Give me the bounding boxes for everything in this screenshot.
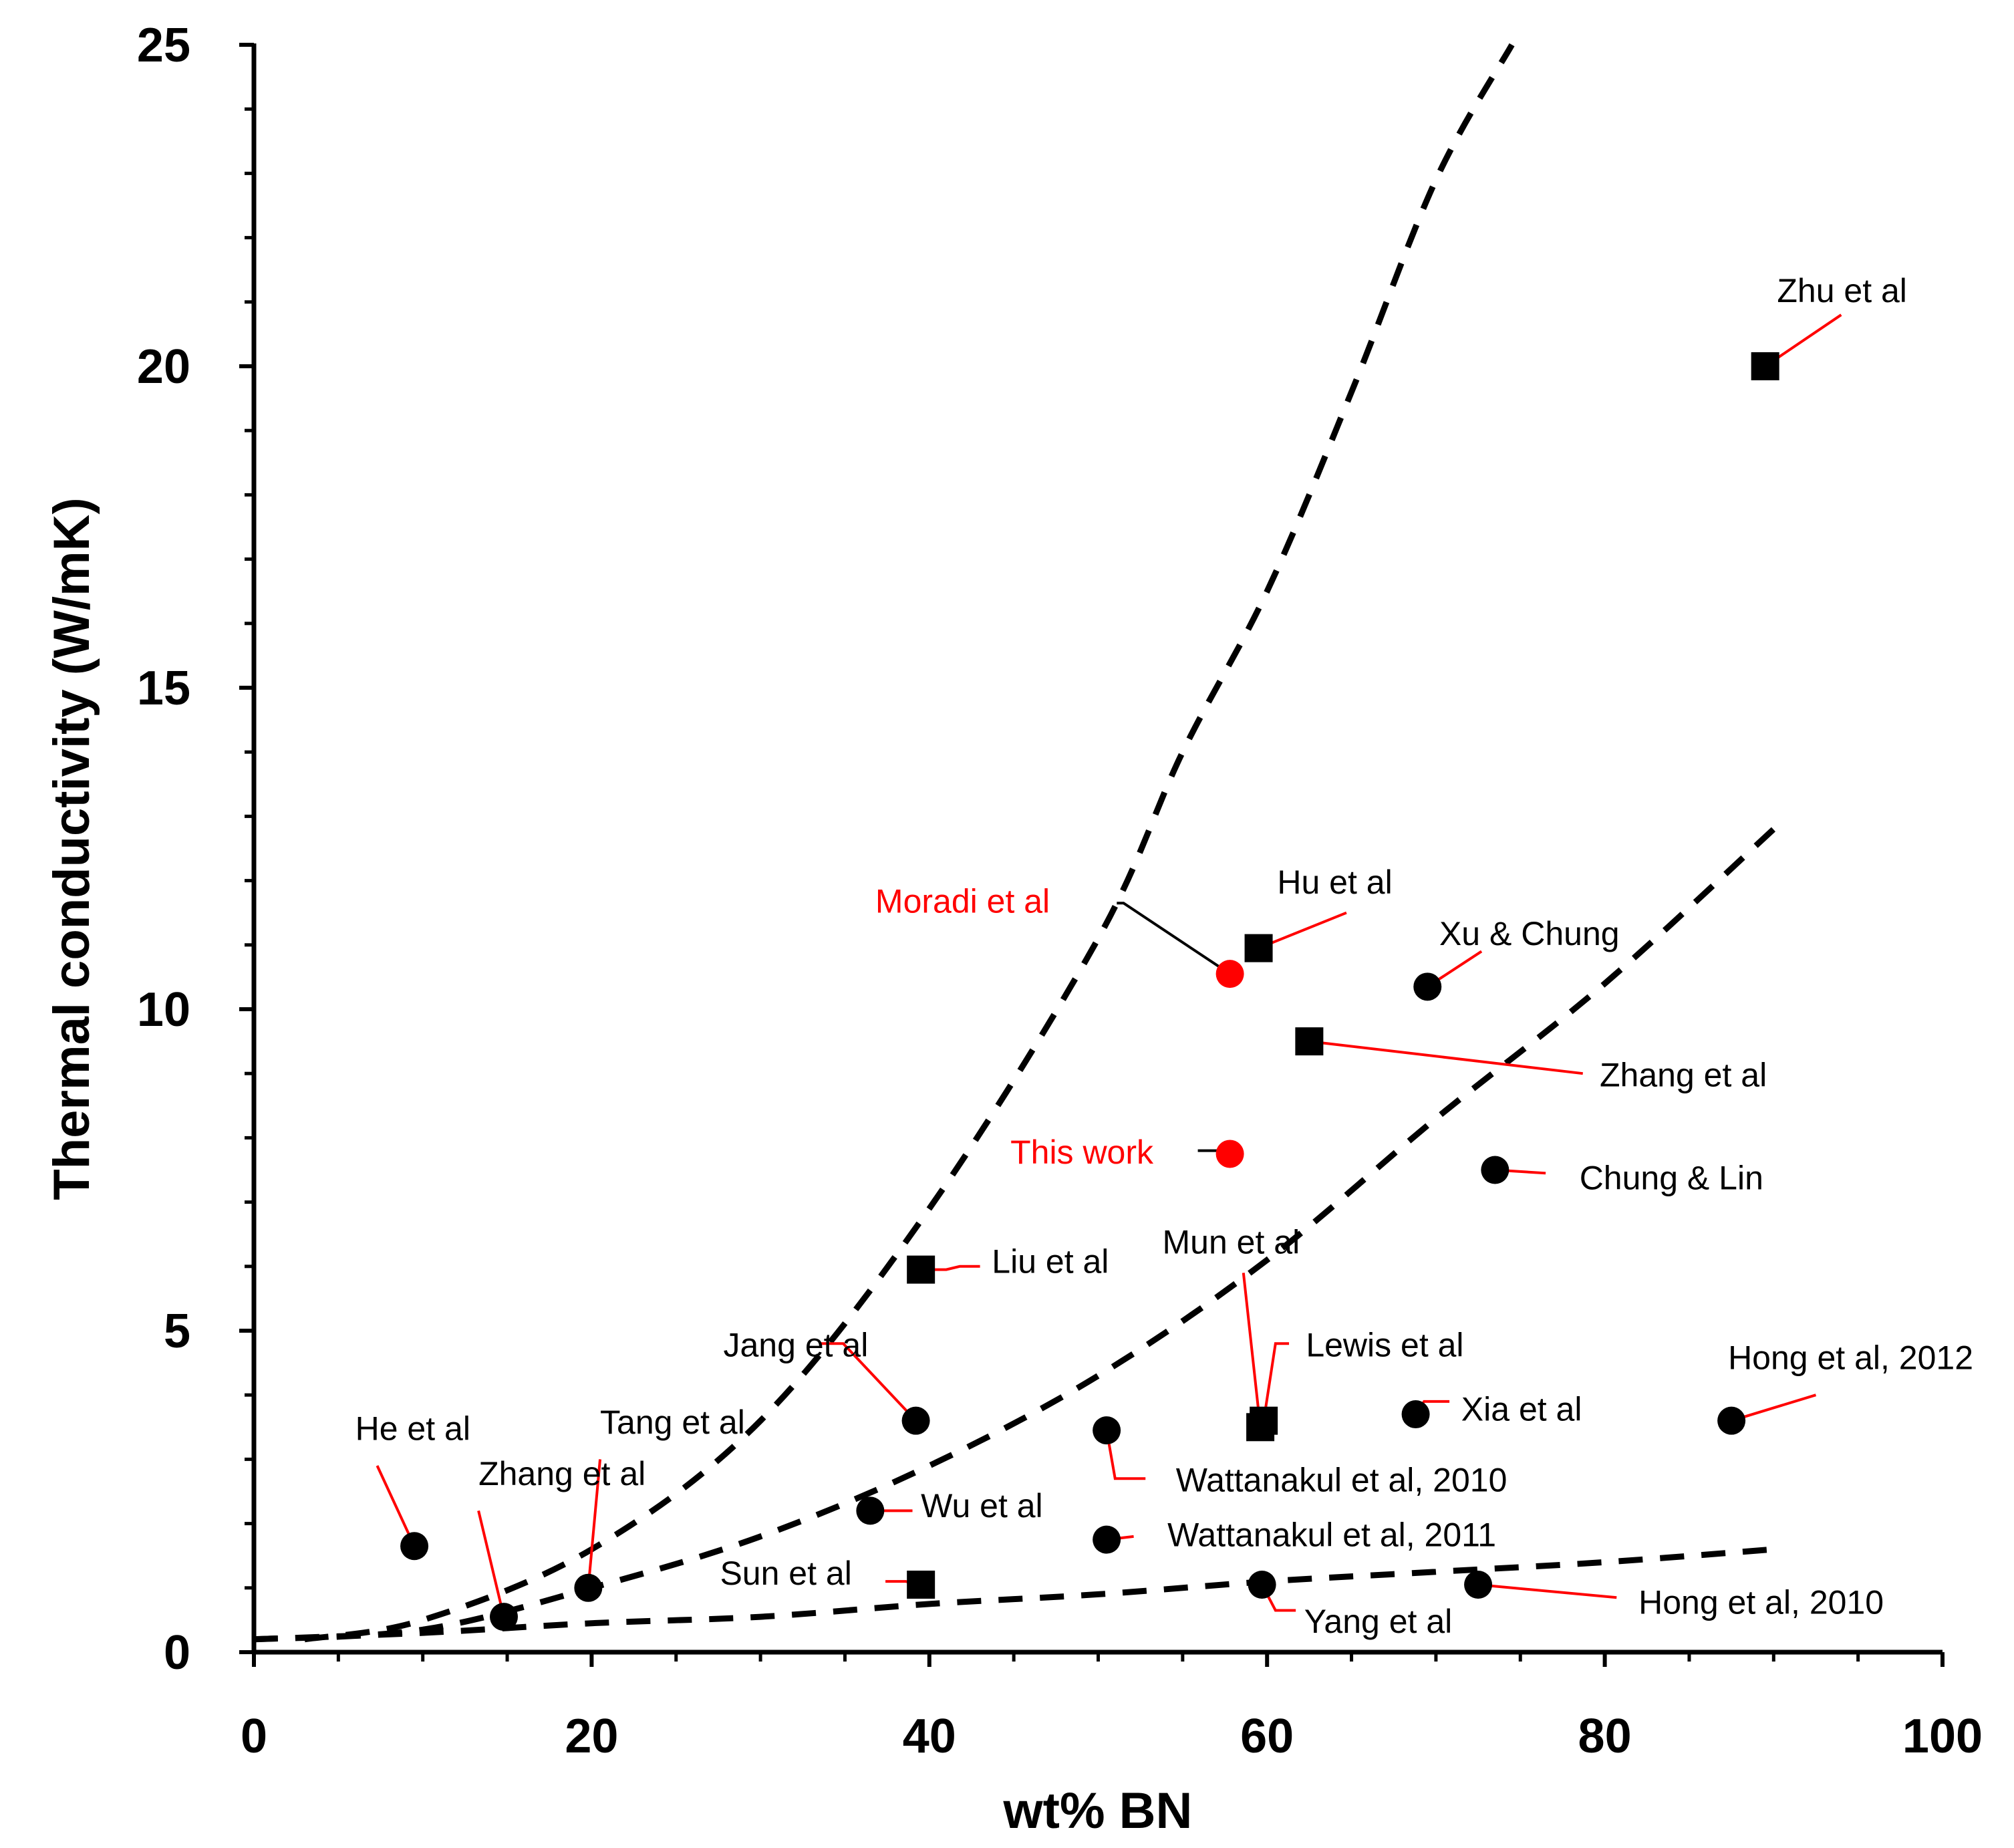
point-label-chung-lin: Chung & Lin bbox=[1580, 1159, 1763, 1196]
leader-line-he-et-al bbox=[376, 1465, 416, 1547]
point-label-hong-et-al-2012: Hong et al, 2012 bbox=[1728, 1339, 1973, 1377]
trend-line-upper bbox=[304, 43, 1515, 1643]
point-label-wattanakul-et-al-2011: Wattanakul et al, 2011 bbox=[1167, 1516, 1496, 1553]
axes bbox=[251, 43, 1943, 1655]
leader-line-zhang-et-al bbox=[477, 1510, 505, 1617]
point-label-zhang-et-al: Zhang et al bbox=[1600, 1056, 1767, 1093]
data-point-yang-et-al bbox=[1248, 1570, 1276, 1599]
point-label-lewis-et-al: Lewis et al bbox=[1306, 1326, 1463, 1363]
y-tick-label: 15 bbox=[137, 662, 190, 715]
data-point-this-work bbox=[1215, 1140, 1244, 1168]
point-label-zhang-et-al: Zhang et al bbox=[478, 1455, 645, 1492]
point-label-hu-et-al: Hu et al bbox=[1277, 864, 1392, 901]
y-tick-label: 5 bbox=[164, 1305, 190, 1358]
trend-line-lower bbox=[253, 1546, 1774, 1643]
point-label-zhu-et-al: Zhu et al bbox=[1777, 272, 1907, 309]
data-point-sun-et-al bbox=[907, 1570, 936, 1599]
point-label-mun-et-al: Mun et al bbox=[1163, 1224, 1300, 1261]
point-label-jang-et-al: Jang et al bbox=[724, 1326, 869, 1363]
point-label-liu-et-al: Liu et al bbox=[992, 1242, 1109, 1280]
data-point-jang-et-al bbox=[901, 1406, 930, 1435]
ticks: 0 5 10 15 20 25 0 20 40 60 80 100 bbox=[137, 19, 1983, 1763]
leader-line-hong-et-al-2010 bbox=[1477, 1583, 1617, 1599]
data-points bbox=[400, 352, 1779, 1631]
point-label-this-work: This work bbox=[1010, 1134, 1154, 1171]
data-point-zhu-et-al bbox=[1751, 352, 1779, 380]
point-label-xu-chung: Xu & Chung bbox=[1439, 915, 1620, 952]
data-point-lewis-et-al bbox=[1250, 1406, 1278, 1435]
leader-line-tang-et-al bbox=[587, 1459, 602, 1588]
point-label-yang-et-al: Yang et al bbox=[1304, 1603, 1452, 1640]
x-tick-label: 0 bbox=[241, 1710, 267, 1763]
data-point-hong-et-al-2012 bbox=[1717, 1406, 1746, 1435]
data-point-wattanakul-et-al-2011 bbox=[1093, 1525, 1121, 1554]
y-axis-title: Thermal conductivity (W/mK) bbox=[43, 497, 100, 1200]
data-point-moradi-et-al bbox=[1215, 960, 1244, 988]
x-tick-label: 60 bbox=[1240, 1710, 1294, 1763]
point-label-hong-et-al-2010: Hong et al, 2010 bbox=[1638, 1583, 1884, 1621]
leader-line-jang-et-al bbox=[819, 1342, 917, 1422]
data-point-xu-chung bbox=[1413, 972, 1442, 1001]
data-point-wattanakul-et-al-2010 bbox=[1093, 1416, 1121, 1445]
data-point-hu-et-al bbox=[1244, 934, 1273, 962]
leader-line-moradi-et-al bbox=[1117, 902, 1231, 975]
y-tick-label: 20 bbox=[137, 340, 190, 394]
x-tick-label: 80 bbox=[1578, 1710, 1632, 1763]
point-label-xia-et-al: Xia et al bbox=[1461, 1391, 1582, 1428]
y-tick-label: 10 bbox=[137, 983, 190, 1037]
trend-line-middle bbox=[253, 827, 1776, 1643]
leader-line-zhang-et-al bbox=[1309, 1040, 1583, 1075]
leader-line-lewis-et-al bbox=[1262, 1342, 1290, 1421]
data-point-wu-et-al bbox=[856, 1496, 885, 1525]
x-tick-label: 40 bbox=[903, 1710, 956, 1763]
x-axis-title: wt% BN bbox=[1003, 1783, 1193, 1839]
data-point-liu-et-al bbox=[907, 1255, 936, 1284]
data-point-zhang-et-al bbox=[1295, 1027, 1324, 1056]
x-tick-label: 20 bbox=[565, 1710, 618, 1763]
leader-line-mun-et-al bbox=[1242, 1273, 1262, 1428]
point-label-moradi-et-al: Moradi et al bbox=[875, 883, 1050, 920]
data-point-zhang-et-al bbox=[489, 1603, 518, 1631]
data-point-chung-lin bbox=[1481, 1156, 1509, 1184]
point-label-wu-et-al: Wu et al bbox=[921, 1487, 1043, 1525]
leader-line-wattanakul-et-al-2010 bbox=[1105, 1430, 1146, 1480]
point-label-wattanakul-et-al-2010: Wattanakul et al, 2010 bbox=[1176, 1462, 1507, 1499]
point-label-he-et-al: He et al bbox=[355, 1410, 470, 1448]
leader-line-hong-et-al-2012 bbox=[1731, 1394, 1817, 1422]
y-tick-label: 25 bbox=[137, 19, 190, 72]
data-point-xia-et-al bbox=[1401, 1400, 1430, 1429]
leader-line-hu-et-al bbox=[1258, 911, 1347, 950]
data-point-tang-et-al bbox=[574, 1573, 603, 1602]
point-label-sun-et-al: Sun et al bbox=[720, 1555, 851, 1592]
point-label-tang-et-al: Tang et al bbox=[600, 1404, 745, 1441]
y-tick-label: 0 bbox=[164, 1626, 190, 1680]
data-point-he-et-al bbox=[400, 1532, 429, 1561]
x-tick-label: 100 bbox=[1902, 1710, 1983, 1763]
data-point-hong-et-al-2010 bbox=[1464, 1570, 1493, 1599]
